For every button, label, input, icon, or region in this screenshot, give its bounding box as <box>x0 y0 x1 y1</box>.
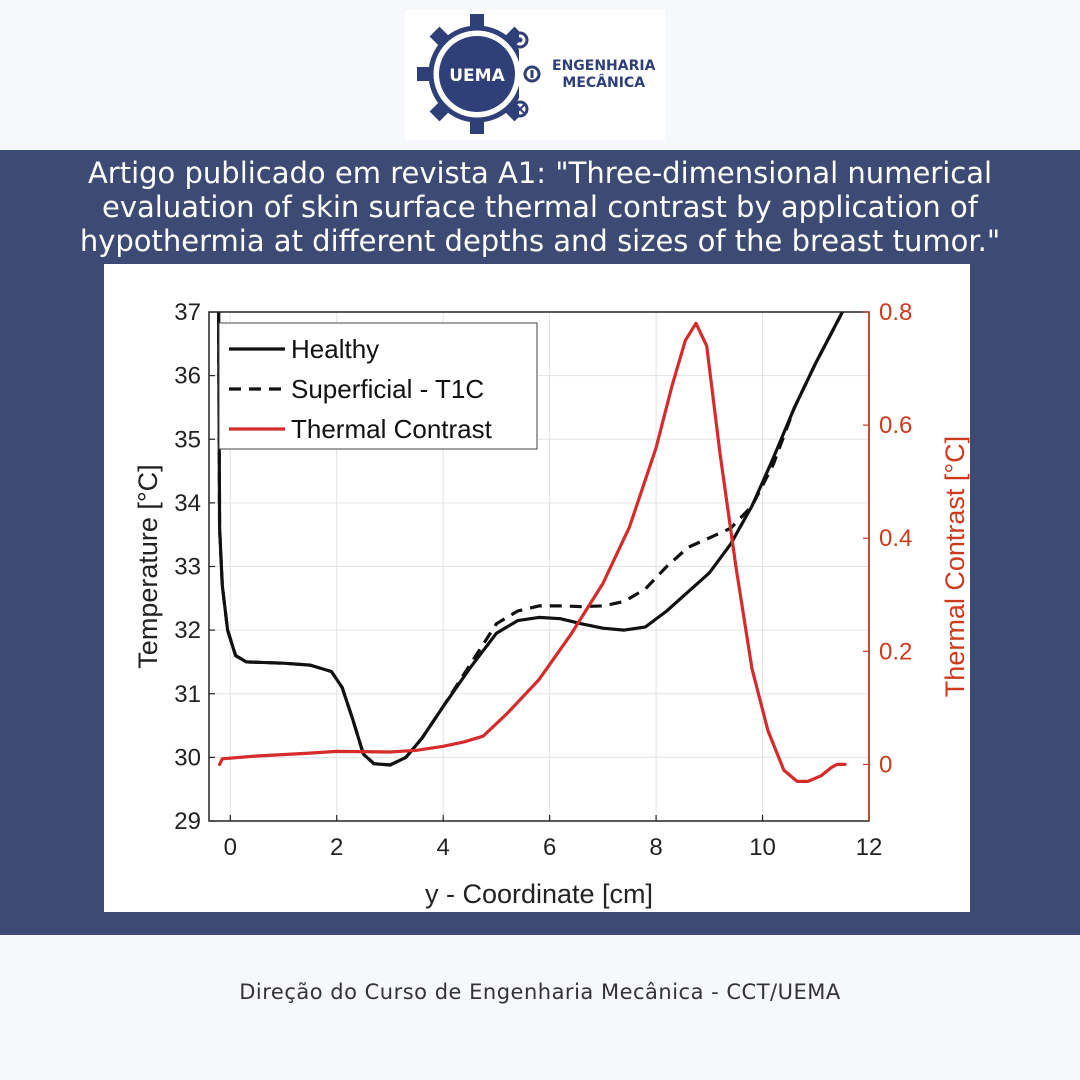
y-tick-label: 36 <box>174 363 201 390</box>
y-tick-label: 34 <box>174 490 201 517</box>
x-tick-label: 8 <box>649 834 662 861</box>
logo-badge-text: UEMA <box>449 66 505 86</box>
y2-tick-label: 0 <box>879 751 892 778</box>
y-tick-label: 33 <box>174 554 201 581</box>
info-icon <box>523 65 541 83</box>
y-tick-label: 29 <box>174 808 201 835</box>
logo-line-1: ENGENHARIA <box>552 58 656 74</box>
gear-logo-icon: UEMA <box>417 14 559 134</box>
logo-wordmark: ENGENHARIA MECÂNICA <box>552 58 655 92</box>
y-tick-label: 35 <box>174 426 201 453</box>
y2-tick-label: 0.4 <box>879 525 912 552</box>
legend-label: Thermal Contrast <box>291 414 493 444</box>
x-tick-label: 6 <box>543 834 556 861</box>
y-tick-label: 32 <box>174 617 201 644</box>
legend-label: Superficial - T1C <box>291 374 484 404</box>
y-axis-label: Temperature [°C] <box>133 464 163 668</box>
logo-line-2: MECÂNICA <box>562 75 646 91</box>
uema-logo: UEMA <box>405 10 665 140</box>
series-layer <box>216 312 847 784</box>
y2-tick-label: 0.2 <box>879 638 912 665</box>
headline: Artigo publicado em revista A1: "Three-d… <box>79 156 1001 258</box>
x-tick-label: 10 <box>749 834 776 861</box>
header: UEMA ENGENHARIA MECÂNICA <box>0 0 1080 150</box>
y-tick-label: 31 <box>174 681 201 708</box>
x-axis-label: y - Coordinate [cm] <box>425 879 653 909</box>
series-line-3 <box>217 321 847 784</box>
footer-text: Direção do Curso de Engenharia Mecânica … <box>239 980 841 1004</box>
y2-tick-label: 0.8 <box>879 299 912 326</box>
x-tick-label: 2 <box>330 834 343 861</box>
x-tick-label: 4 <box>437 834 450 861</box>
eye-icon <box>511 31 529 49</box>
tools-icon <box>511 100 529 118</box>
y2-tick-label: 0.6 <box>879 412 912 439</box>
x-tick-label: 12 <box>856 834 883 861</box>
temperature-chart: 0 2 4 6 8 10 12 29 30 31 32 33 34 35 36 37 0 0.2 0.4 0.6 0.8… <box>133 299 970 909</box>
series-line-2 <box>217 312 844 767</box>
legend: Healthy Superficial - T1C Thermal Contrast <box>218 322 538 450</box>
chart-card: 0 2 4 6 8 10 12 29 30 31 32 33 34 35 36 37 0 0.2 0.4 0.6 0.8… <box>104 264 970 912</box>
y2-axis-label: Thermal Contrast [°C] <box>940 436 970 697</box>
tick-layer: 0 2 4 6 8 10 12 29 30 31 32 33 34 35 36 37 0 0.2 0.4 0.6 0.8 <box>174 299 912 861</box>
y-tick-label: 37 <box>174 299 201 326</box>
y-tick-label: 30 <box>174 744 201 771</box>
legend-label: Healthy <box>291 334 379 364</box>
x-tick-label: 0 <box>224 834 237 861</box>
